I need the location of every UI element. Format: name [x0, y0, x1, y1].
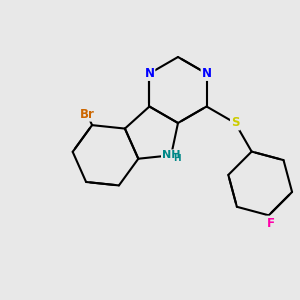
Text: N: N — [144, 67, 154, 80]
Text: H: H — [173, 154, 181, 163]
Text: F: F — [267, 217, 275, 230]
Text: NH: NH — [162, 150, 180, 160]
Text: N: N — [202, 67, 212, 80]
Text: Br: Br — [80, 108, 94, 121]
Text: S: S — [231, 116, 239, 130]
